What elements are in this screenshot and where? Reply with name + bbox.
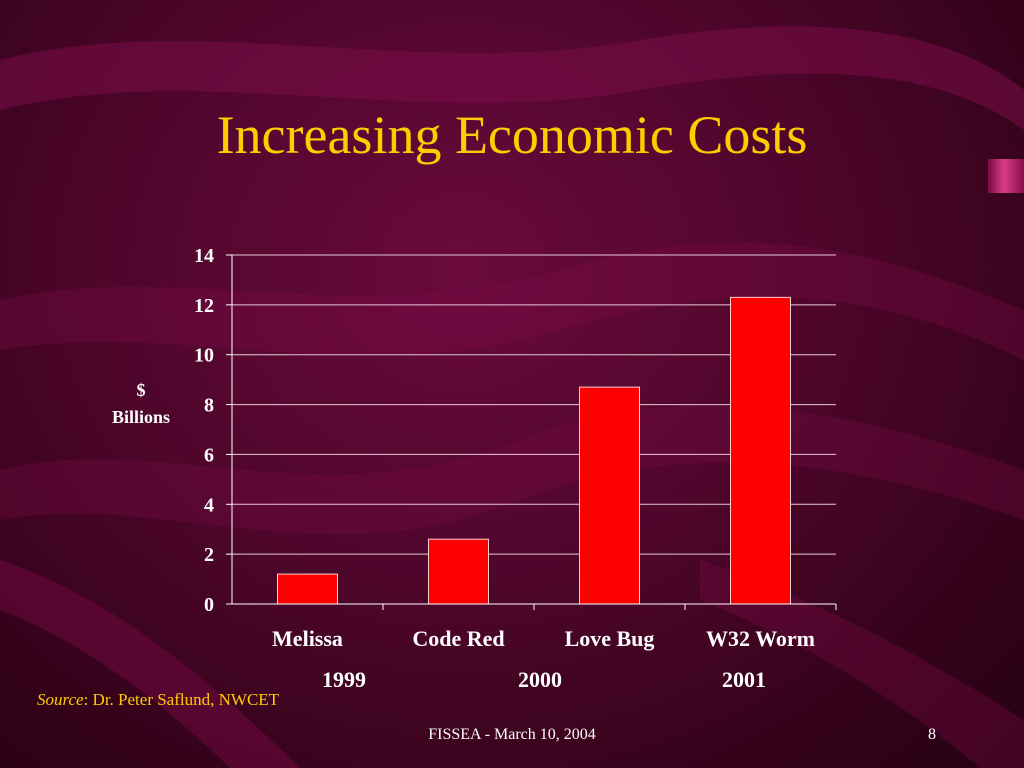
y-tick-label: 0 [204, 594, 214, 616]
source-text: : Dr. Peter Saflund, NWCET [84, 690, 279, 709]
category-label: Melissa [272, 626, 343, 651]
source-label: Source [37, 690, 84, 709]
footer-text: FISSEA - March 10, 2004 [0, 726, 1024, 744]
labels: 0 2 4 6 8 10 12 14 Melissa Code Red Love Bug W32 Wo… [112, 245, 815, 692]
bar-w32-worm [731, 297, 791, 604]
bar-love-bug [580, 387, 640, 604]
y-axis-label-symbol: $ [137, 380, 146, 400]
category-label: Love Bug [565, 626, 655, 651]
category-label: W32 Worm [706, 626, 815, 651]
y-tick-label: 2 [204, 544, 214, 566]
year-label: 2000 [518, 667, 562, 692]
y-tick-label: 8 [204, 395, 214, 417]
bar-code-red [429, 539, 489, 604]
bar-melissa [278, 574, 338, 604]
source-note: Source: Dr. Peter Saflund, NWCET [37, 690, 279, 710]
year-label: 2001 [722, 667, 766, 692]
y-axis-label-unit: Billions [112, 407, 170, 427]
y-tick-label: 12 [194, 295, 214, 317]
category-label: Code Red [412, 626, 504, 651]
y-tick-label: 4 [204, 494, 214, 516]
slide-number: 8 [912, 726, 952, 744]
bars [278, 297, 791, 604]
year-label: 1999 [322, 667, 366, 692]
y-tick-label: 6 [204, 444, 214, 466]
y-tick-label: 14 [194, 245, 214, 267]
y-tick-label: 10 [194, 345, 214, 367]
